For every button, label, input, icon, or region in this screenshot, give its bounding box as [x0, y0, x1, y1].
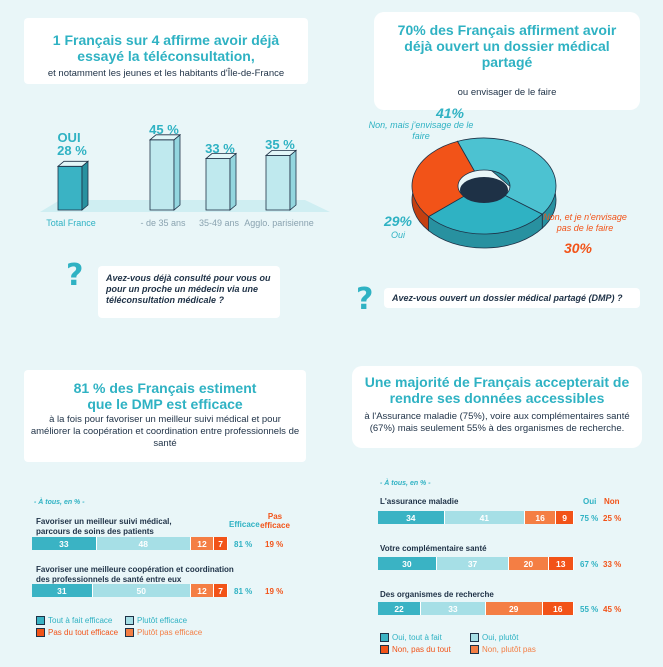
- bar-category-label-1: - de 35 ans: [140, 218, 186, 228]
- bar-value-label-1: 45 %: [149, 121, 179, 137]
- panel3-title-card: [24, 370, 306, 462]
- donut-slice-2: [411, 140, 476, 218]
- bar-1: [148, 133, 182, 211]
- panel3-base-note: - À tous, en % -: [34, 499, 85, 506]
- panel4-bar-2: 22 33 29 16: [378, 602, 574, 615]
- panel1-question-card: [98, 266, 280, 318]
- bar-segment-0: 22: [378, 602, 422, 615]
- panel3-col-no: Pas efficace: [260, 512, 290, 530]
- bar-segment-0: 31: [32, 584, 93, 597]
- panel3-no-0: 19 %: [265, 540, 284, 549]
- bar-category-label-3: Agglo. parisienne: [244, 218, 314, 228]
- panel4-legend-2: Non, pas du tout: [380, 645, 451, 654]
- panel3-legend-1: Plutôt efficace: [125, 616, 187, 625]
- panel2-question-card: [384, 288, 640, 308]
- question-mark-icon: ?: [66, 258, 84, 293]
- bar-segment-1: 50: [92, 584, 191, 597]
- panel2-slice-pct-2: 30%: [563, 240, 593, 256]
- panel4-col-no: Non: [604, 497, 620, 506]
- bar-segment-2: 12: [190, 584, 215, 597]
- bar-segment-2: 12: [190, 537, 215, 550]
- panel3-yes-0: 81 %: [234, 540, 253, 549]
- panel4-title: Une majorité de Français accepterait de …: [364, 374, 630, 406]
- panel1-question: Avez-vous déjà consulté pour vous ou pou…: [106, 273, 271, 305]
- donut-hole: [460, 177, 508, 203]
- panel2-subtitle: ou envisager de le faire: [457, 87, 557, 98]
- panel4-row-label-2: Des organismes de recherche: [380, 590, 494, 599]
- panel2-question: Avez-vous ouvert un dossier médical part…: [392, 293, 623, 303]
- panel2-donut-chart: [411, 137, 557, 249]
- panel3-subtitle: à la fois pour favoriser un meilleur sui…: [30, 414, 300, 449]
- bar-segment-2: 16: [524, 511, 557, 524]
- panel4-bar-0: 34 41 16 9: [378, 511, 574, 524]
- panel2-title: 70% des Français affirment avoir déjà ou…: [397, 22, 617, 70]
- bar-segment-3: 9: [556, 511, 574, 524]
- bar-value-label-0: 28 %: [57, 143, 87, 158]
- panel4-yes-0: 75 %: [580, 514, 599, 523]
- panel4-legend-3: Non, plutôt pas: [470, 645, 536, 654]
- panel3-row-label-0: Favoriser un meilleur suivi médical, par…: [36, 517, 172, 536]
- panel3-title: 81 % des Français estiment que le DMP es…: [73, 380, 257, 412]
- panel4-yes-2: 55 %: [580, 605, 599, 614]
- panel2-title-card: [374, 12, 640, 110]
- bar-segment-3: 13: [548, 557, 574, 570]
- panel2-slice-label-0: Non, mais j'envisage de le faire: [368, 120, 474, 141]
- panel3-yes-1: 81 %: [234, 587, 253, 596]
- bar-category-label-2: 35-49 ans: [198, 218, 240, 228]
- bar-segment-3: 7: [214, 584, 228, 597]
- panel3-col-yes: Efficace: [229, 520, 260, 529]
- bar-value-label-2: 33 %: [205, 140, 235, 156]
- bar-3: [264, 149, 298, 211]
- panel3-row-label-1: Favoriser une meilleure coopération et c…: [36, 565, 234, 584]
- bar-segment-1: 48: [96, 537, 191, 550]
- panel3-legend-2: Pas du tout efficace: [36, 628, 118, 637]
- panel2-slice-pct-0: 41%: [435, 105, 465, 121]
- panel4-no-1: 33 %: [603, 560, 622, 569]
- panel3-legend-0: Tout à fait efficace: [36, 616, 112, 625]
- panel4-subtitle: à l'Assurance maladie (75%), voire aux c…: [364, 411, 630, 434]
- donut-slice-0: [456, 137, 557, 215]
- panel4-bar-1: 30 37 20 13: [378, 557, 574, 570]
- bar-segment-0: 34: [378, 511, 445, 524]
- bar-segment-2: 29: [485, 602, 543, 615]
- bar-segment-2: 20: [509, 557, 549, 570]
- panel3-no-1: 19 %: [265, 587, 284, 596]
- panel1-title-card: [24, 18, 308, 84]
- panel4-yes-1: 67 %: [580, 560, 599, 569]
- panel2-slice-label-2: Non, et je n'envisage pas de le faire: [543, 212, 627, 233]
- bar-0: [56, 160, 90, 211]
- panel4-col-yes: Oui: [583, 497, 597, 506]
- panel2-slice-pct-1: 29%: [383, 213, 413, 229]
- panel4-row-label-0: L'assurance maladie: [380, 497, 459, 506]
- bar-2: [204, 152, 238, 211]
- panel1-bar-chart: [40, 133, 330, 212]
- bar-segment-1: 41: [444, 511, 525, 524]
- bar-value-label-3: 35 %: [265, 137, 295, 153]
- panel4-no-0: 25 %: [603, 514, 622, 523]
- bar-segment-1: 37: [436, 557, 510, 570]
- panel1-oui-label: OUI: [57, 130, 81, 145]
- panel1-title: 1 Français sur 4 affirme avoir déjà essa…: [52, 32, 280, 64]
- panel4-title-card: [352, 366, 642, 448]
- panel4-row-label-1: Votre complémentaire santé: [380, 544, 487, 553]
- bar-category-label-0: Total France: [46, 218, 96, 228]
- panel3-legend-3: Plutôt pas efficace: [125, 628, 202, 637]
- bar-segment-3: 7: [214, 537, 228, 550]
- bar-segment-1: 33: [421, 602, 486, 615]
- panel4-legend-1: Oui, plutôt: [470, 633, 518, 642]
- bar-segment-0: 33: [32, 537, 97, 550]
- panel1-subtitle: et notamment les jeunes et les habitants…: [47, 68, 285, 79]
- panel4-legend-0: Oui, tout à fait: [380, 633, 442, 642]
- panel3-bar-0: 33 48 12 7: [32, 537, 228, 550]
- panel4-base-note: - À tous, en % -: [380, 480, 431, 487]
- question-mark-icon: ?: [356, 282, 374, 317]
- panel4-no-2: 45 %: [603, 605, 622, 614]
- panel2-slice-label-1: Oui: [390, 230, 405, 240]
- chart-floor: [40, 200, 330, 212]
- bar-segment-0: 30: [378, 557, 437, 570]
- bar-segment-3: 16: [542, 602, 574, 615]
- panel3-bar-1: 31 50 12 7: [32, 584, 228, 597]
